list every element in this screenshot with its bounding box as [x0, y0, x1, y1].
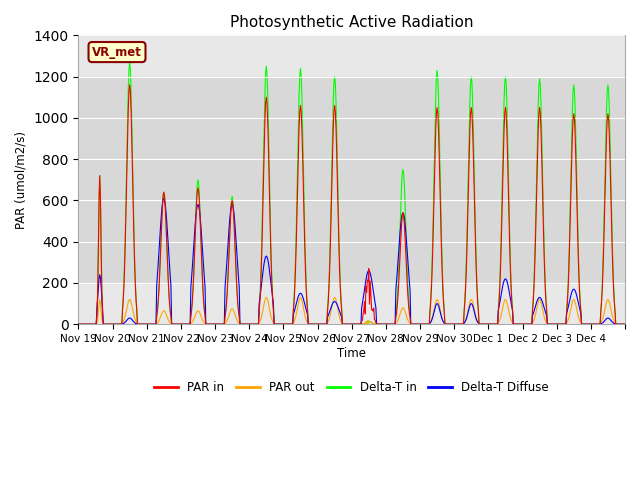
Bar: [79, 77, 625, 283]
Legend: PAR in, PAR out, Delta-T in, Delta-T Diffuse: PAR in, PAR out, Delta-T in, Delta-T Dif…: [150, 377, 554, 399]
Title: Photosynthetic Active Radiation: Photosynthetic Active Radiation: [230, 15, 474, 30]
Y-axis label: PAR (umol/m2/s): PAR (umol/m2/s): [15, 131, 28, 229]
X-axis label: Time: Time: [337, 347, 366, 360]
Text: VR_met: VR_met: [92, 46, 142, 59]
